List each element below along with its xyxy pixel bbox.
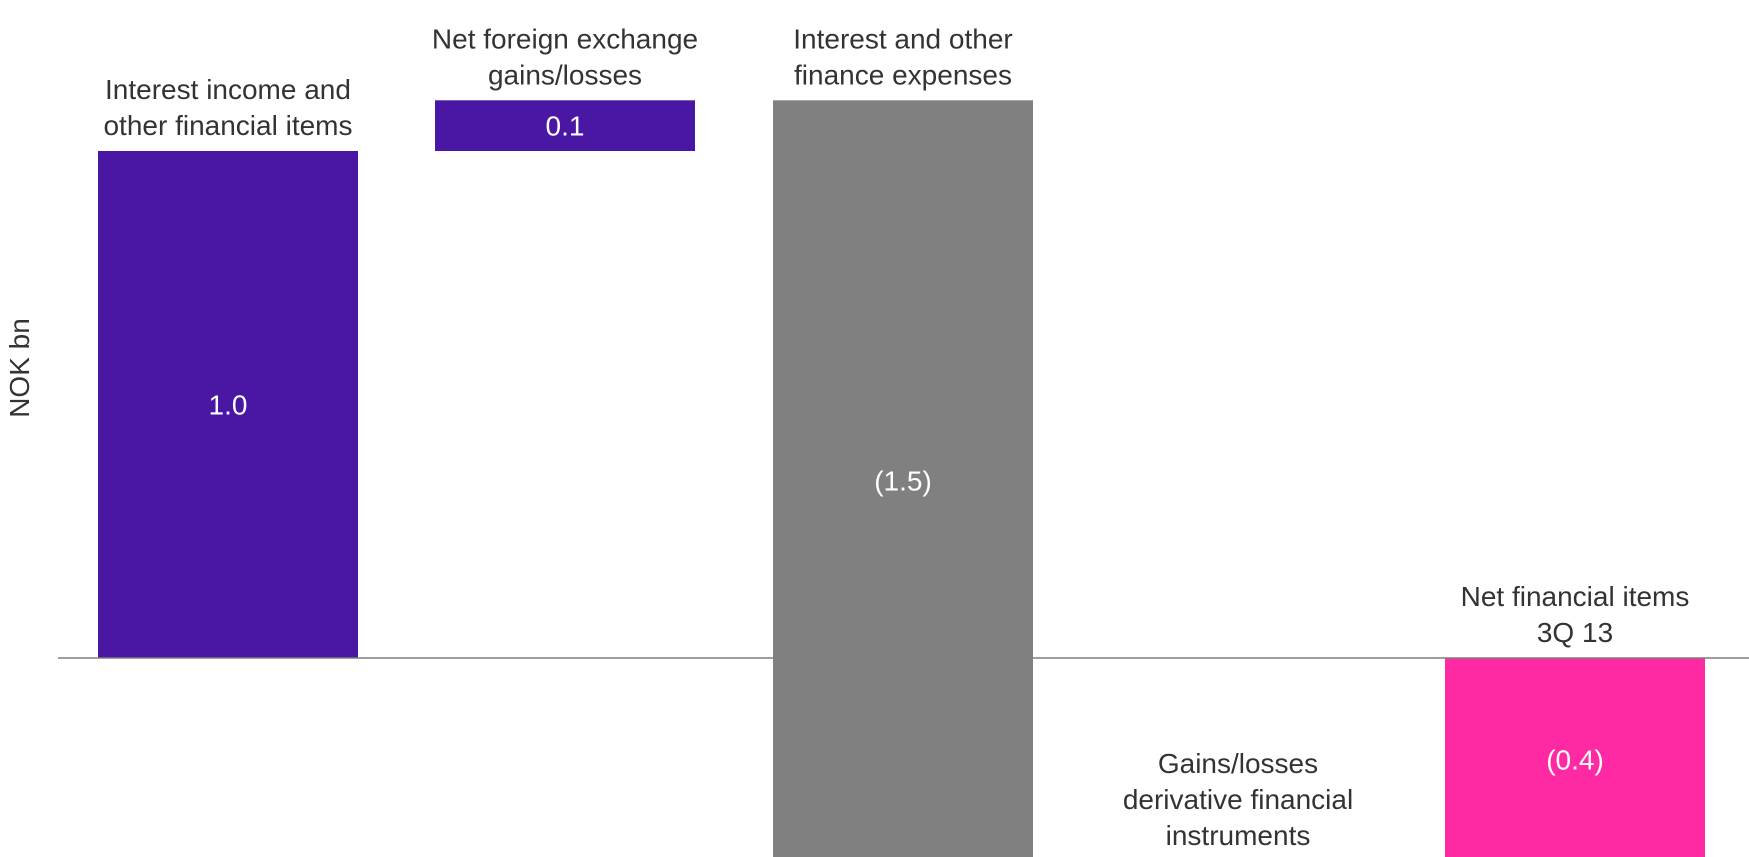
category-label-1: Interest income and other financial items — [103, 74, 352, 141]
bar-2 — [435, 100, 695, 151]
category-label-line: 3Q 13 — [1537, 617, 1613, 648]
value-label-5: (0.4) — [1546, 744, 1604, 775]
category-label-line: gains/losses — [488, 59, 642, 90]
category-label-line: instruments — [1166, 820, 1311, 851]
category-label-line: Interest income and — [105, 74, 351, 105]
y-axis-label: NOK bn — [4, 318, 35, 418]
bar-3 — [773, 100, 1033, 857]
category-labels-group: Interest income and other financial items… — [103, 23, 1690, 851]
category-label-line: Net financial items — [1461, 581, 1690, 612]
category-label-3: Interest and other finance expenses — [793, 23, 1012, 90]
bars-group: 1.00.1(1.5)(-)(0.4) — [98, 100, 1705, 857]
bar-1 — [98, 151, 358, 658]
value-label-3: (1.5) — [874, 466, 932, 497]
category-label-5: Net financial items 3Q 13 — [1461, 581, 1690, 648]
category-label-line: Interest and other — [793, 23, 1012, 54]
category-label-line: other financial items — [103, 110, 352, 141]
category-label-line: derivative financial — [1123, 784, 1353, 815]
category-label-line: finance expenses — [794, 59, 1012, 90]
category-label-line: Gains/losses — [1158, 748, 1318, 779]
bar-5 — [1445, 658, 1705, 857]
category-label-2: Net foreign exchange gains/losses — [432, 23, 698, 90]
category-label-4: Gains/losses derivative financial instrume… — [1123, 748, 1353, 851]
value-label-2: 0.1 — [546, 111, 585, 142]
value-label-1: 1.0 — [209, 390, 248, 421]
category-label-line: Net foreign exchange — [432, 23, 698, 54]
